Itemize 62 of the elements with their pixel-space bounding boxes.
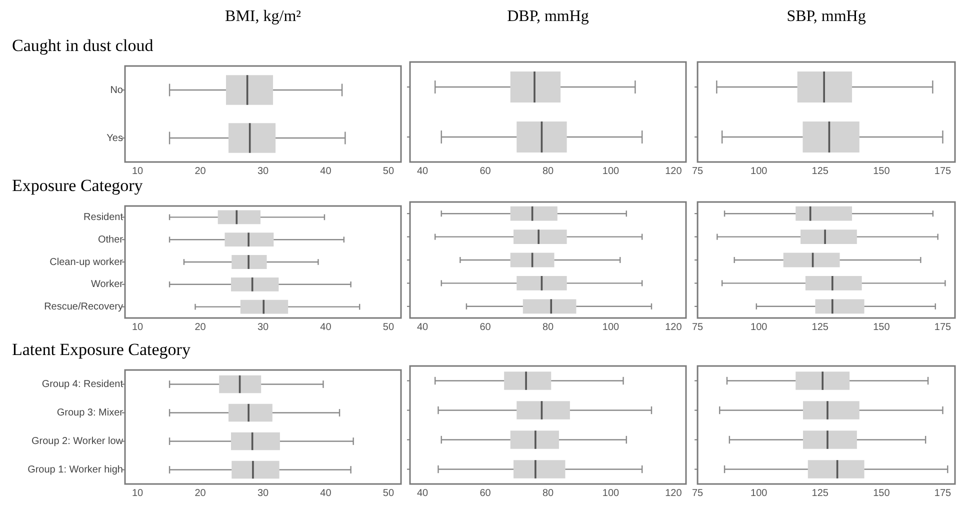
- x-tick-label: 40: [320, 488, 332, 499]
- y-tick-label: Yes: [106, 132, 123, 144]
- x-tick-label: 40: [416, 488, 429, 499]
- x-tick-label: 40: [320, 322, 332, 333]
- x-tick-label: 20: [194, 166, 206, 177]
- x-tick-label: 30: [257, 322, 269, 333]
- x-tick-label: 150: [873, 322, 890, 333]
- x-tick-label: 120: [665, 166, 682, 177]
- x-tick-label: 40: [320, 166, 332, 177]
- x-tick-label: 120: [665, 488, 682, 499]
- x-tick-label: 150: [873, 488, 890, 499]
- x-tick-label: 125: [812, 322, 829, 333]
- chart-title: Caught in dust cloud: [12, 36, 154, 56]
- y-tick-label: Group 4: Resident: [42, 379, 124, 390]
- x-tick-label: 30: [257, 166, 269, 177]
- x-tick-label: 10: [132, 166, 144, 177]
- x-tick-label: 100: [750, 322, 768, 333]
- x-tick-label: 100: [750, 166, 768, 177]
- y-tick-label: Rescue/Recovery: [44, 302, 123, 313]
- y-tick-label: Group 1: Worker high: [28, 464, 123, 476]
- x-tick-label: 10: [132, 322, 144, 333]
- x-tick-label: 125: [812, 488, 829, 499]
- x-axis-title: DBP, mmHg: [506, 8, 590, 26]
- x-axis-title: BMI, kg/m²: [224, 8, 302, 26]
- chart-title: Exposure Category: [12, 176, 143, 196]
- x-tick-label: 30: [257, 488, 269, 499]
- x-tick-label: 125: [812, 166, 829, 177]
- x-tick-label: 80: [542, 488, 554, 499]
- x-tick-label: 20: [194, 322, 206, 333]
- chart-title: Latent Exposure Category: [12, 340, 190, 360]
- x-tick-label: 50: [382, 322, 394, 333]
- x-tick-label: 10: [132, 488, 144, 499]
- x-tick-label: 80: [542, 322, 554, 333]
- x-tick-label: 75: [692, 322, 704, 333]
- x-tick-label: 50: [382, 488, 394, 499]
- x-axis-title: SBP, mmHg: [786, 8, 867, 26]
- y-tick-label: No: [110, 84, 124, 96]
- x-tick-label: 100: [602, 166, 620, 177]
- y-tick-label: Clean-up worker: [50, 256, 124, 268]
- x-tick-label: 75: [692, 166, 704, 177]
- x-tick-label: 150: [873, 166, 890, 177]
- y-tick-label: Resident: [84, 212, 124, 223]
- y-tick-label: Group 3: Mixer: [56, 408, 124, 418]
- x-tick-label: 20: [194, 488, 206, 499]
- x-tick-label: 60: [480, 166, 492, 177]
- x-tick-label: 100: [602, 322, 620, 333]
- x-tick-label: 50: [382, 166, 394, 177]
- x-tick-label: 60: [480, 488, 492, 499]
- x-tick-label: 175: [934, 166, 952, 177]
- x-tick-label: 40: [416, 166, 429, 177]
- x-tick-label: 75: [692, 488, 704, 499]
- x-tick-label: 100: [750, 488, 768, 499]
- x-tick-label: 175: [934, 322, 952, 333]
- y-tick-label: Other: [98, 234, 124, 246]
- y-tick-label: Group 2: Worker low: [31, 436, 124, 447]
- x-tick-label: 80: [542, 166, 554, 177]
- x-tick-label: 175: [934, 488, 952, 499]
- x-tick-label: 40: [416, 322, 429, 333]
- x-tick-label: 120: [665, 322, 682, 333]
- x-tick-label: 100: [602, 488, 620, 499]
- y-tick-label: Worker: [90, 279, 124, 290]
- x-tick-label: 60: [480, 322, 492, 333]
